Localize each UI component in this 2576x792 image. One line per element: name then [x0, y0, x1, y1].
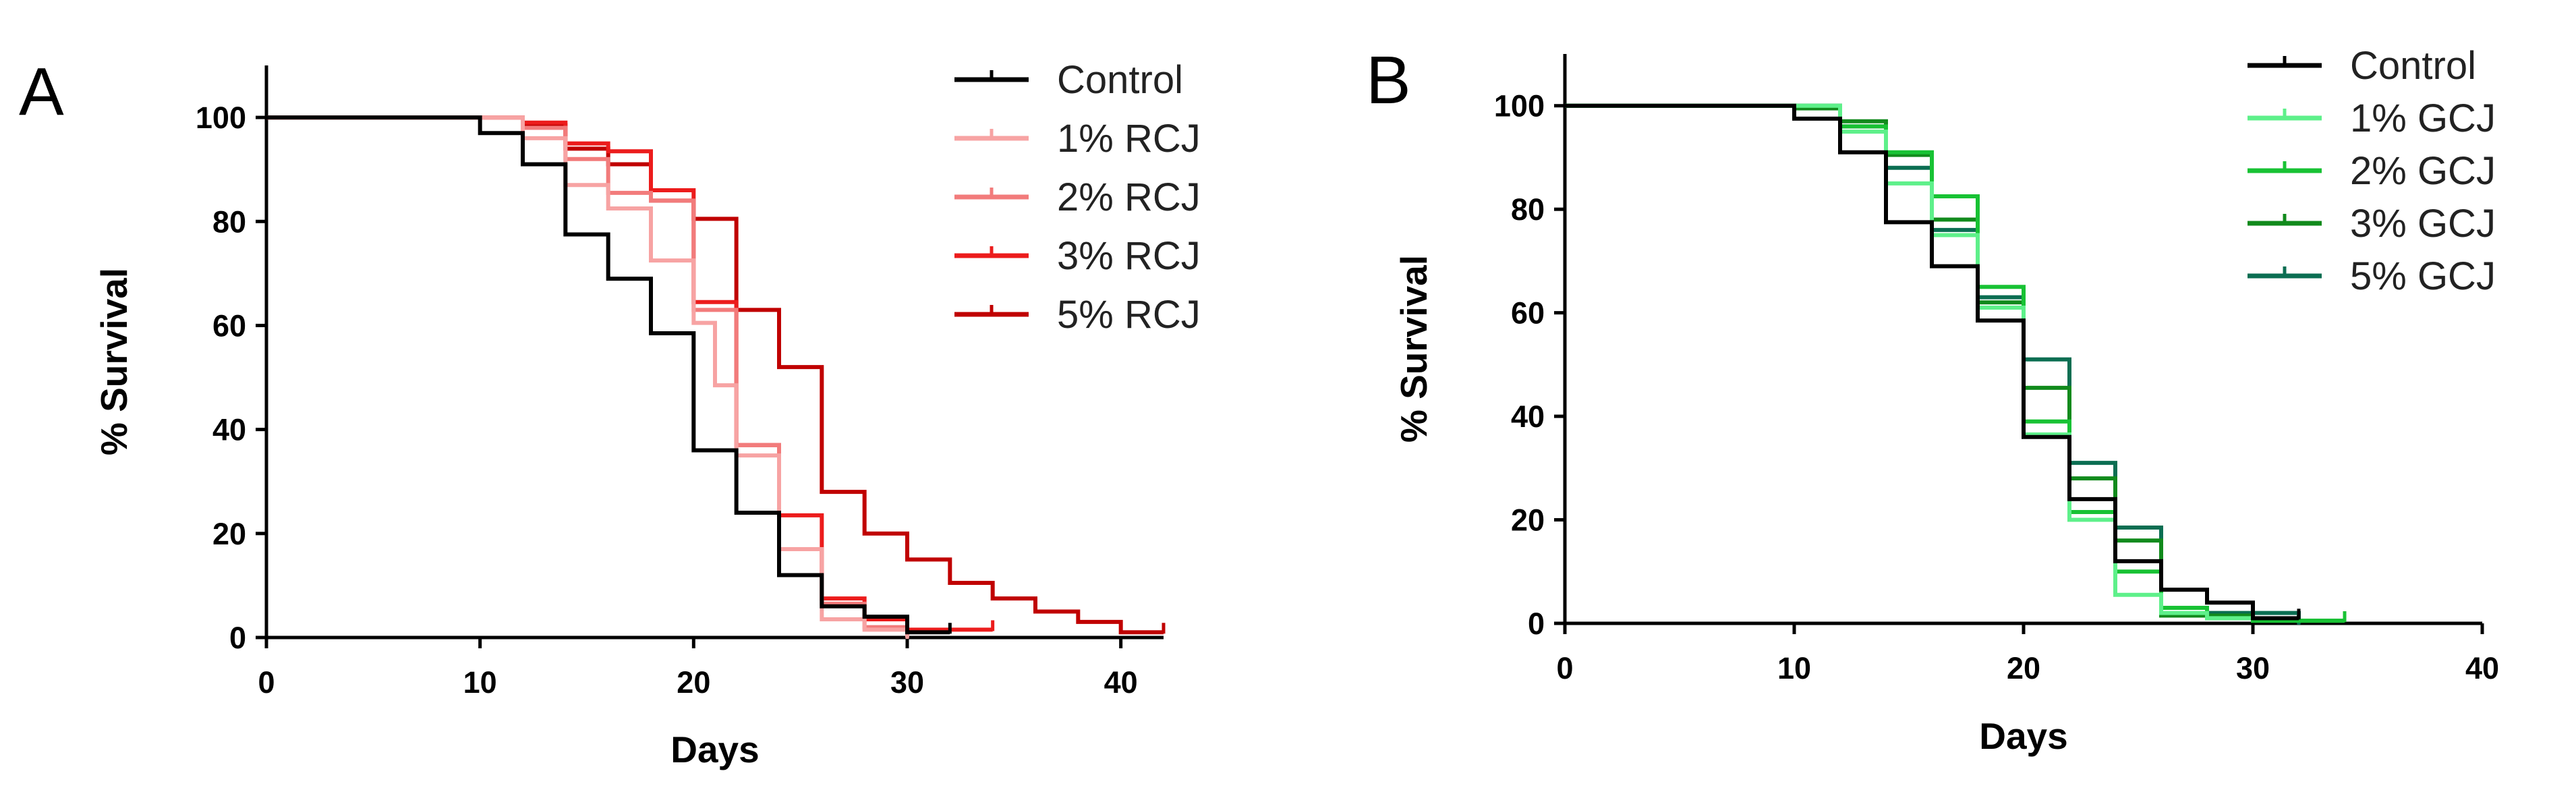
- series-line-5-rcj: [266, 115, 1164, 635]
- y-tick-label: 60: [212, 308, 246, 343]
- x-tick-label: 30: [890, 665, 924, 700]
- panel-a: A 0 10 20 30 40 0 20 40 60 80 100 Days % Survival Cont…: [19, 54, 1201, 770]
- legend-label-control: Control: [1057, 58, 1183, 102]
- x-tick-label: 40: [1104, 665, 1138, 700]
- x-tick-label: 10: [463, 665, 497, 700]
- series-line-1-rcj: [266, 115, 909, 638]
- legend-label-2-gcj: 2% GCJ: [2350, 149, 2496, 193]
- series-lines: [266, 115, 1166, 639]
- series-line-2-gcj: [1565, 103, 2345, 623]
- x-tick-label: 10: [1777, 651, 1811, 685]
- series-line-control: [266, 115, 950, 635]
- legend-label-3-rcj: 3% RCJ: [1057, 234, 1201, 278]
- legend-label-2-rcj: 2% RCJ: [1057, 175, 1201, 219]
- y-tick-label: 100: [1494, 89, 1545, 123]
- y-tick-label: 40: [212, 413, 246, 447]
- legend-label-5-gcj: 5% GCJ: [2350, 254, 2496, 298]
- series-lines: [1565, 103, 2347, 625]
- x-tick-label: 30: [2236, 651, 2270, 685]
- x-tick-label: 40: [2465, 651, 2499, 685]
- x-tick-label: 0: [258, 665, 275, 700]
- panel-label: B: [1366, 43, 1411, 118]
- legend: Control 1% RCJ 2% RCJ 3% RCJ 5% RCJ: [954, 58, 1201, 337]
- y-tick-label: 80: [1511, 192, 1545, 227]
- series-line-control: [1565, 103, 2299, 621]
- y-tick-label: 100: [196, 101, 246, 135]
- panel-label: A: [19, 54, 64, 130]
- x-tick-label: 20: [2007, 651, 2040, 685]
- y-tick-label: 0: [1528, 606, 1545, 641]
- legend-label-control: Control: [2350, 44, 2476, 88]
- series-line-3-gcj: [1565, 103, 2345, 623]
- y-tick-label: 20: [1511, 503, 1545, 538]
- legend-label-5-rcj: 5% RCJ: [1057, 293, 1201, 337]
- x-tick-label: 0: [1556, 651, 1573, 685]
- series-line-1-gcj: [1565, 103, 2253, 621]
- y-tick-label: 60: [1511, 296, 1545, 331]
- y-tick-label: 40: [1511, 399, 1545, 434]
- y-axis-title: % Survival: [93, 268, 135, 455]
- x-tick-label: 20: [677, 665, 710, 700]
- legend-label-1-rcj: 1% RCJ: [1057, 117, 1201, 161]
- y-tick-label: 80: [212, 204, 246, 239]
- y-tick-label: 20: [212, 517, 246, 551]
- y-tick-label: 0: [229, 621, 246, 655]
- x-axis-title: Days: [670, 729, 759, 770]
- series-line-2-rcj: [266, 115, 909, 638]
- y-axis-title: % Survival: [1393, 255, 1435, 443]
- legend: Control 1% GCJ 2% GCJ 3% GCJ 5% GCJ: [2248, 44, 2496, 298]
- x-axis-title: Days: [1979, 715, 2067, 757]
- legend-label-3-gcj: 3% GCJ: [2350, 202, 2496, 246]
- legend-label-1-gcj: 1% GCJ: [2350, 96, 2496, 140]
- panel-b: B 0 10 20 30 40 0 20 40 60 80 100 Days % Survival Cont…: [1366, 43, 2499, 757]
